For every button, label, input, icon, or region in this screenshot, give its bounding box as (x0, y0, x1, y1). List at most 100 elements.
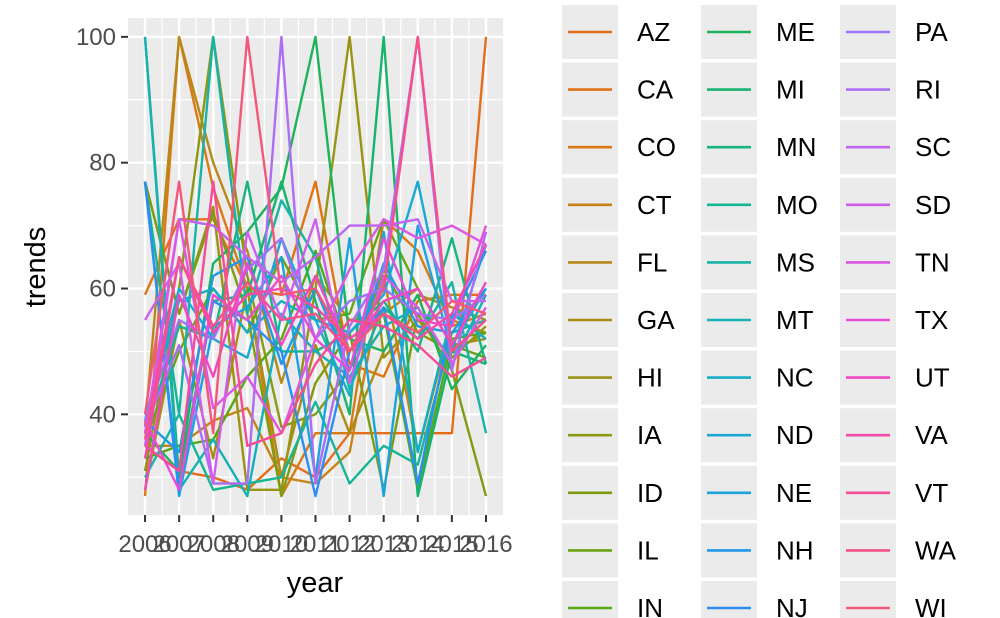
legend-label: TN (915, 247, 950, 277)
axes: 4060801002006200720082009201020112012201… (76, 24, 513, 558)
legend-key-background (562, 581, 618, 618)
legend: AZ CA CO CT FL GA HI IA ID IL IN ME MI MN MO MS MT NC ND NE… (562, 5, 957, 618)
legend-item-in: IN (562, 581, 663, 618)
x-tick-label: 2013 (357, 531, 410, 558)
legend-item-ga: GA (562, 293, 675, 347)
y-tick-label: 80 (89, 150, 116, 177)
legend-item-ct: CT (562, 177, 672, 232)
legend-label: CA (637, 75, 674, 105)
x-tick-label: 2016 (459, 531, 512, 558)
x-tick-label: 2010 (255, 531, 308, 558)
x-tick-label: 2009 (221, 531, 274, 558)
series-line-va (143, 243, 488, 459)
series-line-sd (143, 218, 488, 485)
legend-key-background (840, 581, 896, 618)
y-axis-title: trends (20, 227, 52, 308)
legend-item-mo: MO (701, 177, 818, 232)
series-line-wi (143, 35, 487, 435)
legend-label: NE (776, 478, 812, 508)
x-tick-label: 2006 (118, 531, 171, 558)
series-line-sc (143, 218, 486, 446)
legend-label: RI (915, 75, 941, 105)
legend-label: TX (915, 305, 948, 335)
series-line-id (143, 181, 488, 498)
legend-item-fl: FL (562, 235, 667, 290)
legend-label: SD (915, 190, 951, 220)
y-tick-label: 100 (76, 24, 116, 51)
legend-label: IA (637, 420, 662, 450)
series-line-mo (143, 181, 487, 491)
legend-label: AZ (637, 17, 670, 47)
legend-key-background (701, 581, 757, 618)
legend-item-pa: PA (840, 5, 948, 59)
legend-label: NH (776, 535, 814, 565)
x-tick-label: 2007 (152, 531, 205, 558)
legend-item-nc: NC (701, 350, 814, 405)
legend-label: IN (637, 593, 663, 618)
legend-label: ME (776, 17, 815, 47)
series-line-nd (143, 180, 488, 421)
legend-label: ND (776, 420, 814, 450)
legend-item-vt: VT (840, 465, 948, 520)
x-tick-label: 2014 (391, 531, 444, 558)
legend-label: HI (637, 363, 663, 393)
legend-label: MS (776, 247, 815, 277)
legend-item-nh: NH (701, 523, 814, 578)
legend-label: MT (776, 305, 814, 335)
legend-item-sd: SD (840, 177, 951, 232)
legend-label: FL (637, 247, 667, 277)
x-tick-label: 2012 (323, 531, 376, 558)
legend-label: MO (776, 190, 818, 220)
legend-label: CT (637, 190, 672, 220)
legend-item-nd: ND (701, 408, 814, 463)
legend-item-sc: SC (840, 120, 951, 175)
legend-item-id: ID (562, 465, 663, 520)
legend-label: IL (637, 535, 659, 565)
legend-label: PA (915, 17, 948, 47)
series-line-wa (143, 35, 487, 440)
legend-label: WA (915, 535, 957, 565)
legend-item-ne: NE (701, 465, 812, 520)
legend-item-tn: TN (840, 235, 950, 290)
y-tick-label: 60 (89, 276, 116, 303)
series-lines (143, 35, 488, 498)
legend-label: CO (637, 132, 676, 162)
series-line-co (143, 35, 487, 498)
legend-label: WI (915, 593, 947, 618)
legend-item-wa: WA (840, 523, 957, 578)
legend-label: VA (915, 420, 948, 450)
legend-label: VT (915, 478, 948, 508)
legend-item-nj: NJ (701, 581, 808, 618)
legend-item-me: ME (701, 5, 815, 59)
x-axis-title: year (287, 567, 344, 599)
legend-item-mi: MI (701, 62, 805, 117)
legend-item-co: CO (562, 120, 676, 175)
series-line-ia (143, 35, 487, 472)
legend-item-ia: IA (562, 408, 662, 463)
legend-label: NC (776, 363, 814, 393)
legend-item-va: VA (840, 408, 948, 463)
legend-item-ca: CA (562, 62, 674, 117)
legend-item-il: IL (562, 523, 659, 578)
legend-label: NJ (776, 593, 808, 618)
x-tick-label: 2011 (290, 531, 342, 558)
legend-item-mt: MT (701, 293, 814, 347)
legend-label: MN (776, 132, 816, 162)
legend-item-mn: MN (701, 120, 816, 175)
x-tick-label: 2008 (187, 531, 240, 558)
legend-item-ms: MS (701, 235, 815, 290)
legend-label: ID (637, 478, 663, 508)
legend-item-ut: UT (840, 350, 950, 405)
legend-label: GA (637, 305, 675, 335)
legend-label: SC (915, 132, 951, 162)
legend-label: MI (776, 75, 805, 105)
series-line-vt (144, 180, 487, 473)
y-tick-label: 40 (89, 401, 116, 428)
legend-label: UT (915, 363, 950, 393)
legend-item-wi: WI (840, 581, 947, 618)
legend-item-hi: HI (562, 350, 663, 405)
legend-item-tx: TX (840, 293, 948, 347)
legend-item-ri: RI (840, 62, 941, 117)
x-tick-label: 2015 (425, 531, 478, 558)
